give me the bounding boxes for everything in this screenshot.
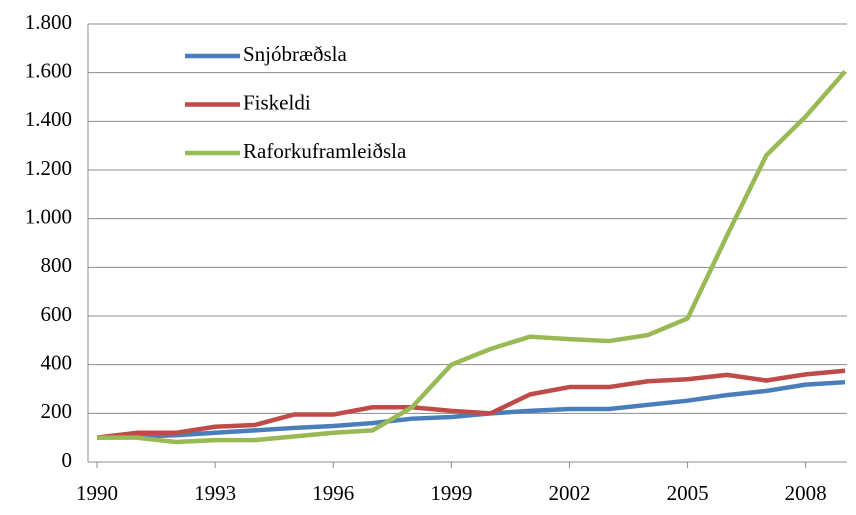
y-tick-label: 0 [62, 448, 73, 472]
x-tick-label: 1996 [312, 481, 354, 505]
legend-label: Raforkuframleiðsla [243, 139, 407, 163]
y-tick-label: 800 [41, 253, 73, 277]
y-tick-label: 200 [41, 399, 73, 423]
y-tick-label: 1.600 [25, 58, 72, 82]
legend-label: Snjóbræðsla [243, 42, 348, 66]
x-tick-label: 2008 [785, 481, 827, 505]
y-tick-label: 1.400 [25, 107, 72, 131]
y-tick-label: 1.000 [25, 204, 72, 228]
x-tick-label: 2005 [667, 481, 709, 505]
y-tick-label: 400 [41, 350, 73, 374]
y-tick-label: 600 [41, 302, 73, 326]
series-line [96, 379, 846, 440]
series-line [96, 368, 846, 440]
x-tick-label: 1990 [76, 481, 118, 505]
x-tick-label: 1999 [430, 481, 472, 505]
y-tick-label: 1.200 [25, 156, 72, 180]
x-tick-label: 1993 [194, 481, 236, 505]
series-line [97, 69, 847, 445]
legend-label: Fiskeldi [243, 90, 311, 114]
y-tick-label: 1.800 [25, 10, 72, 34]
x-tick-label: 2002 [548, 481, 590, 505]
